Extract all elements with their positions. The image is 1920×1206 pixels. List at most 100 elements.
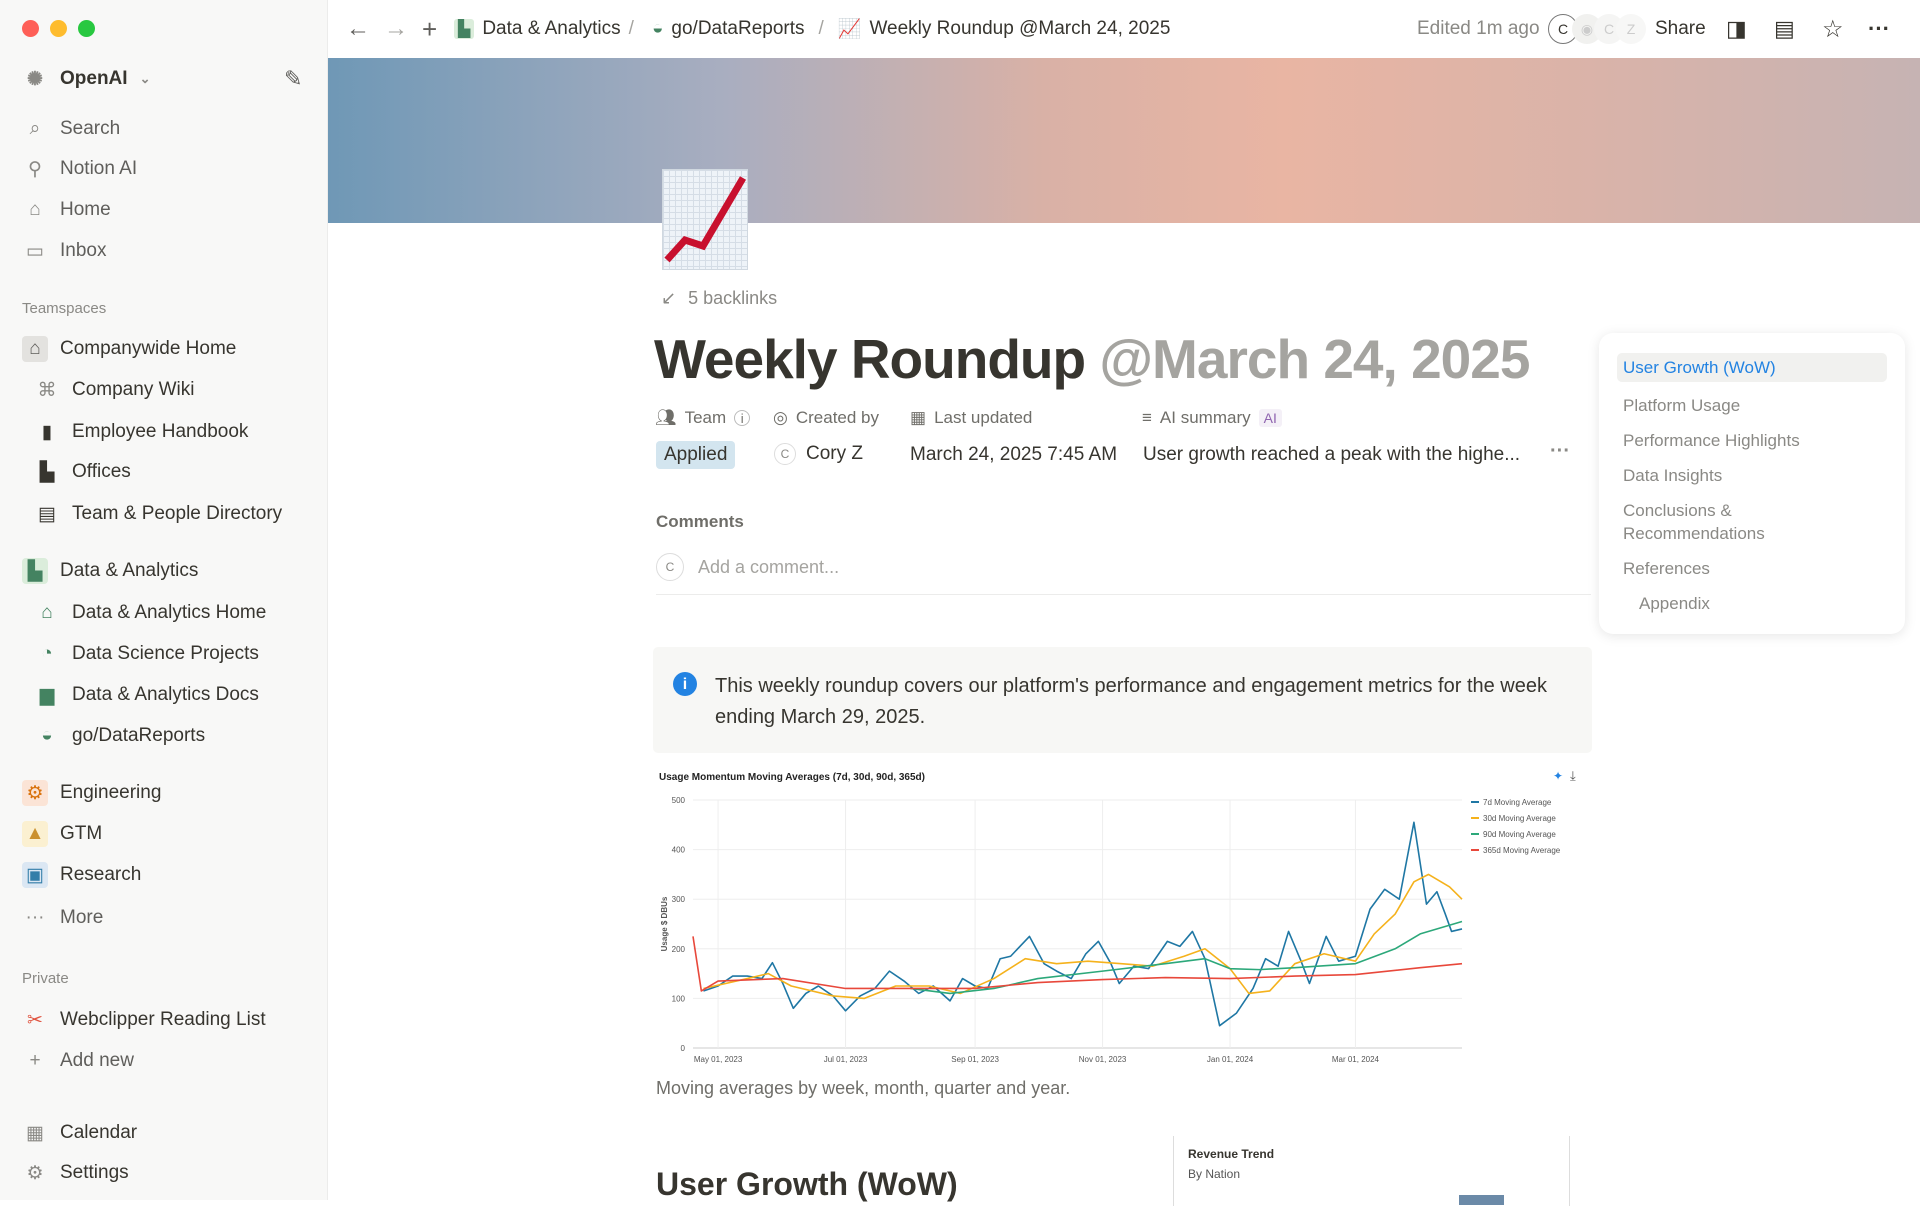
star-icon[interactable]: ☆ bbox=[1822, 15, 1844, 43]
avatar-stack[interactable]: C ◉ C Z bbox=[1548, 14, 1646, 44]
chart-icon: ▙ bbox=[454, 19, 475, 39]
rocket-icon: ▲ bbox=[22, 821, 48, 847]
sidebar-label: Add new bbox=[60, 1050, 134, 1071]
maximize-window-button[interactable] bbox=[78, 20, 95, 37]
x-tick-label: Jul 01, 2023 bbox=[824, 1055, 868, 1064]
sidebar-label: GTM bbox=[60, 823, 103, 844]
house-icon: ⌂ bbox=[22, 336, 48, 362]
sidebar-item-gtm[interactable]: ▲ GTM bbox=[22, 817, 102, 851]
sidebar-item-companywide-home[interactable]: ⌂ Companywide Home bbox=[22, 332, 236, 366]
comment-icon[interactable]: ▤ bbox=[1774, 16, 1795, 41]
gauge-icon: ◒ bbox=[651, 18, 664, 39]
legend-label: 30d Moving Average bbox=[1483, 814, 1556, 823]
label: Last updated bbox=[934, 408, 1033, 427]
breadcrumb-item[interactable]: go/DataReports bbox=[671, 18, 805, 39]
toc-item[interactable]: Appendix bbox=[1639, 594, 1710, 613]
chart-increasing-icon: 📈 bbox=[837, 19, 862, 40]
series-line-90d bbox=[910, 920, 1463, 995]
ai-summary-value[interactable]: User growth reached a peak with the high… bbox=[1143, 444, 1521, 465]
gears-icon: ⚙ bbox=[22, 780, 48, 806]
sidebar-item-more[interactable]: ··· More bbox=[22, 901, 104, 935]
info-icon: i bbox=[673, 672, 697, 696]
y-tick-label: 400 bbox=[672, 846, 686, 855]
sidebar-item-offices[interactable]: ▙ Offices bbox=[34, 455, 131, 489]
sidebar-item-engineering[interactable]: ⚙ Engineering bbox=[22, 776, 161, 810]
sidebar-label: Calendar bbox=[60, 1122, 138, 1143]
sidebar-item-employee-handbook[interactable]: ▮ Employee Handbook bbox=[34, 415, 249, 449]
breadcrumb: ▙ Data & Analytics / ◒ go/DataReports / 📈 … bbox=[454, 17, 1170, 41]
sparkle-icon[interactable]: ✦ bbox=[1553, 769, 1564, 783]
minimize-window-button[interactable] bbox=[50, 20, 67, 37]
property-created-label[interactable]: ◎ Created by bbox=[773, 408, 879, 428]
toc-item[interactable]: References bbox=[1623, 559, 1710, 578]
share-button[interactable]: Share bbox=[1655, 18, 1706, 39]
chart-icon: ▙ bbox=[22, 558, 48, 584]
page-title[interactable]: Weekly Roundup @March 24, 2025 bbox=[654, 327, 1530, 391]
gauge-icon: ◒ bbox=[41, 725, 53, 746]
sidebar-label: Settings bbox=[60, 1162, 129, 1183]
title-date-mention[interactable]: @March 24, 2025 bbox=[1099, 328, 1530, 390]
sidebar-item-calendar[interactable]: ▦ Calendar bbox=[22, 1116, 137, 1150]
forward-arrow-icon[interactable]: → bbox=[384, 15, 408, 42]
team-tag[interactable]: Applied bbox=[656, 441, 736, 469]
toc-item[interactable]: Performance Highlights bbox=[1623, 431, 1800, 450]
add-new-button[interactable]: + Add new bbox=[22, 1044, 134, 1078]
sidebar-item-research[interactable]: ▣ Research bbox=[22, 858, 141, 892]
more-properties-icon[interactable]: ··· bbox=[1550, 440, 1570, 462]
breadcrumb-item[interactable]: Weekly Roundup @March 24, 2025 bbox=[869, 18, 1171, 39]
chart-increasing-icon bbox=[664, 176, 747, 263]
sidebar-item-da-home[interactable]: ⌂ Data & Analytics Home bbox=[34, 596, 266, 630]
more-options-icon[interactable]: ··· bbox=[1868, 16, 1890, 41]
sidebar-item-go-datareports[interactable]: ◒ go/DataReports bbox=[34, 719, 205, 753]
notion-ai-icon: ⚲ bbox=[28, 158, 42, 180]
page-icon-chart[interactable] bbox=[662, 169, 748, 270]
toc-item[interactable]: Conclusions & Recommendations bbox=[1623, 501, 1765, 543]
property-team-label[interactable]: 👥︎ Team i bbox=[655, 408, 751, 428]
sidebar-item-inbox[interactable]: ▭ Inbox bbox=[22, 234, 106, 268]
toc-item[interactable]: Data Insights bbox=[1623, 466, 1723, 485]
separator: / bbox=[628, 18, 634, 39]
sidebar-item-home[interactable]: ⌂ Home bbox=[22, 193, 111, 227]
plus-icon[interactable]: + bbox=[422, 13, 438, 44]
chart-title: Usage Momentum Moving Averages (7d, 30d,… bbox=[659, 772, 925, 783]
sidebar-item-settings[interactable]: ⚙ Settings bbox=[22, 1156, 129, 1190]
legend-label: 90d Moving Average bbox=[1483, 830, 1556, 839]
y-tick-label: 100 bbox=[672, 994, 686, 1003]
sidebar-item-search[interactable]: ⌕ Search bbox=[22, 112, 121, 146]
info-icon[interactable]: i bbox=[734, 410, 751, 426]
workspace-switcher[interactable]: ✺ OpenAI ⌄ bbox=[22, 62, 150, 96]
sidebar-item-team-directory[interactable]: ▤ Team & People Directory bbox=[34, 497, 282, 531]
label: AI summary bbox=[1159, 408, 1251, 427]
comment-input[interactable]: C Add a comment... bbox=[656, 553, 1591, 595]
sidebar-item-notion-ai[interactable]: ⚲ Notion AI bbox=[22, 152, 137, 186]
home-icon: ⌂ bbox=[41, 602, 53, 623]
openai-logo-icon: ✺ bbox=[27, 68, 43, 90]
download-icon[interactable]: ⤓ bbox=[1570, 768, 1576, 783]
property-ai-summary-label[interactable]: ≡ AI summary AI bbox=[1142, 408, 1282, 428]
sidebar-item-ds-projects[interactable]: ◔ Data Science Projects bbox=[34, 637, 259, 671]
new-page-icon[interactable]: ✎ bbox=[284, 66, 303, 91]
toc-item[interactable]: Platform Usage bbox=[1623, 396, 1741, 415]
sidebar-label: Home bbox=[60, 199, 111, 220]
avatar: Z bbox=[1616, 14, 1646, 44]
breadcrumb-item[interactable]: Data & Analytics bbox=[482, 18, 621, 39]
legend-label: 7d Moving Average bbox=[1483, 798, 1552, 807]
sidebar-toggle-icon[interactable]: ◨ bbox=[1726, 16, 1747, 41]
sidebar-label: Data & Analytics bbox=[60, 560, 199, 581]
back-arrow-icon[interactable]: ← bbox=[346, 15, 370, 42]
sidebar-item-da-docs[interactable]: ▆ Data & Analytics Docs bbox=[34, 678, 259, 712]
sidebar-item-webclipper[interactable]: ✂ Webclipper Reading List bbox=[22, 1003, 266, 1037]
property-updated-label[interactable]: ▦ Last updated bbox=[910, 408, 1032, 428]
backlinks-link[interactable]: ↙ 5 backlinks bbox=[661, 288, 777, 309]
sidebar-item-data-analytics[interactable]: ▙ Data & Analytics bbox=[22, 554, 198, 588]
info-callout[interactable]: i This weekly roundup covers our platfor… bbox=[653, 647, 1592, 753]
sidebar-item-company-wiki[interactable]: ⌘ Company Wiki bbox=[34, 373, 195, 407]
close-window-button[interactable] bbox=[22, 20, 39, 37]
ellipsis-icon: ··· bbox=[25, 907, 45, 928]
inbox-icon: ▭ bbox=[26, 240, 44, 262]
page-cover[interactable] bbox=[328, 58, 1920, 223]
created-by-value[interactable]: C Cory Z bbox=[774, 443, 863, 465]
sidebar-label: Companywide Home bbox=[60, 338, 237, 359]
toc-item[interactable]: User Growth (WoW) bbox=[1617, 353, 1887, 382]
building-icon: ▙ bbox=[39, 461, 55, 483]
